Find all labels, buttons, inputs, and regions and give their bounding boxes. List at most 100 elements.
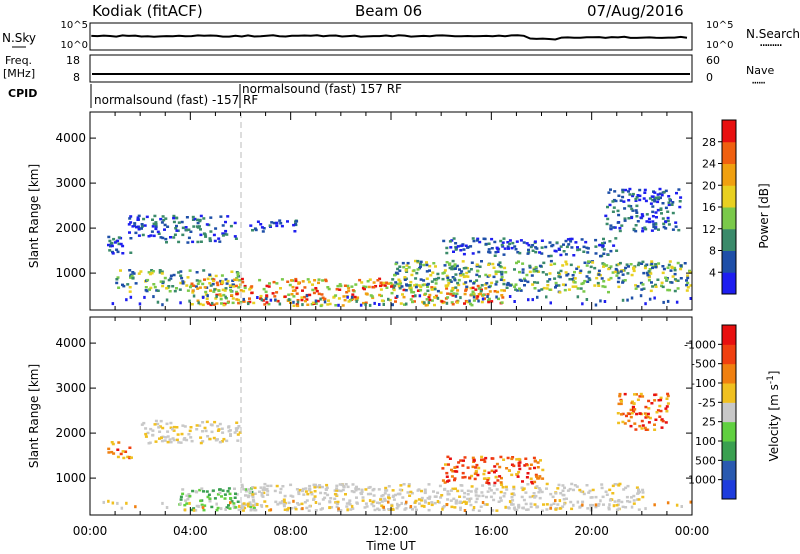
power-echo-cell bbox=[553, 277, 557, 280]
power-echo-cell bbox=[446, 292, 450, 295]
power-echo-cell bbox=[175, 216, 179, 220]
power-echo-cell bbox=[525, 273, 529, 277]
power-ground-scatter-cell bbox=[296, 300, 300, 304]
power-echo-cell bbox=[492, 266, 496, 269]
power-echo-cell bbox=[617, 194, 621, 197]
velocity-echo-cell bbox=[279, 487, 283, 491]
power-echo-cell bbox=[503, 289, 506, 292]
velocity-echo-cell bbox=[172, 438, 176, 442]
power-echo-cell bbox=[430, 299, 434, 302]
velocity-ground-scatter-cell bbox=[111, 501, 115, 505]
power-echo-cell bbox=[378, 293, 382, 297]
power-echo-cell bbox=[545, 273, 548, 276]
power-echo-cell bbox=[611, 200, 615, 203]
power-echo-cell bbox=[636, 285, 640, 288]
power-echo-cell bbox=[450, 267, 454, 271]
power-echo-cell bbox=[158, 271, 162, 274]
power-echo-cell bbox=[235, 278, 239, 282]
power-echo-cell bbox=[450, 265, 454, 268]
power-ytick-label: 4000 bbox=[55, 131, 86, 145]
power-echo-cell bbox=[407, 266, 411, 269]
power-echo-cell bbox=[675, 191, 678, 195]
power-echo-cell bbox=[523, 279, 527, 282]
velocity-echo-cell bbox=[192, 507, 196, 510]
velocity-echo-cell bbox=[232, 505, 236, 508]
power-echo-cell bbox=[451, 294, 455, 297]
power-echo-cell bbox=[501, 241, 505, 244]
velocity-echo-cell bbox=[482, 472, 486, 476]
velocity-echo-cell bbox=[475, 463, 479, 467]
power-echo-cell bbox=[650, 260, 654, 263]
velocity-echo-cell bbox=[375, 501, 379, 504]
power-echo-cell bbox=[514, 288, 518, 291]
power-echo-cell bbox=[321, 296, 325, 299]
power-echo-cell bbox=[310, 303, 314, 306]
power-echo-cell bbox=[196, 226, 200, 229]
velocity-echo-cell bbox=[549, 503, 553, 507]
power-echo-cell bbox=[450, 289, 454, 293]
velocity-echo-cell bbox=[158, 425, 162, 428]
power-echo-cell bbox=[223, 289, 227, 292]
velocity-echo-cell bbox=[251, 486, 255, 489]
power-echo-cell bbox=[628, 193, 632, 196]
velocity-echo-cell bbox=[216, 506, 220, 510]
power-echo-cell bbox=[487, 248, 491, 251]
power-echo-cell bbox=[425, 298, 429, 301]
velocity-echo-cell bbox=[344, 483, 348, 486]
velocity-echo-cell bbox=[464, 501, 468, 504]
power-echo-cell bbox=[579, 287, 583, 290]
velocity-echo-cell bbox=[205, 420, 209, 424]
power-echo-cell bbox=[660, 193, 664, 197]
power-echo-cell bbox=[145, 289, 149, 293]
power-ground-scatter-cell bbox=[585, 298, 589, 301]
power-echo-cell bbox=[586, 280, 590, 283]
power-ground-scatter-cell bbox=[436, 296, 440, 300]
power-ground-scatter-cell bbox=[260, 298, 264, 302]
velocity-echo-cell bbox=[191, 489, 195, 493]
velocity-echo-cell bbox=[511, 503, 515, 506]
power-echo-cell bbox=[151, 270, 155, 273]
velocity-echo-cell bbox=[199, 499, 203, 503]
velocity-echo-cell bbox=[112, 452, 116, 455]
velocity-echo-cell bbox=[464, 502, 468, 505]
power-echo-cell bbox=[641, 229, 645, 233]
power-echo-cell bbox=[664, 189, 668, 193]
velocity-echo-cell bbox=[650, 402, 654, 405]
velocity-ground-scatter-cell bbox=[179, 502, 182, 506]
velocity-echo-cell bbox=[617, 402, 621, 406]
power-echo-cell bbox=[686, 281, 690, 285]
power-echo-cell bbox=[280, 224, 284, 228]
velocity-echo-cell bbox=[188, 494, 192, 498]
velocity-echo-cell bbox=[283, 508, 287, 511]
power-echo-cell bbox=[671, 228, 675, 231]
velocity-echo-cell bbox=[474, 489, 478, 492]
velocity-echo-cell bbox=[220, 495, 223, 498]
power-echo-cell bbox=[441, 277, 445, 281]
power-echo-cell bbox=[652, 225, 656, 229]
power-echo-cell bbox=[612, 206, 616, 209]
power-echo-cell bbox=[650, 262, 654, 265]
power-echo-cell bbox=[513, 245, 517, 248]
velocity-echo-cell bbox=[491, 509, 495, 512]
power-echo-cell bbox=[603, 264, 607, 268]
power-echo-cell bbox=[400, 285, 404, 288]
velocity-echo-cell bbox=[158, 437, 161, 440]
velocity-echo-cell bbox=[531, 495, 535, 498]
power-echo-cell bbox=[372, 286, 376, 289]
velocity-echo-cell bbox=[427, 497, 431, 500]
power-echo-cell bbox=[119, 242, 123, 246]
power-echo-cell bbox=[215, 302, 219, 305]
velocity-echo-cell bbox=[451, 487, 455, 491]
power-echo-cell bbox=[394, 271, 398, 275]
power-ground-scatter-cell bbox=[125, 298, 128, 302]
velocity-echo-cell bbox=[296, 502, 299, 505]
power-echo-cell bbox=[437, 276, 441, 280]
power-echo-cell bbox=[668, 288, 672, 292]
power-echo-cell bbox=[612, 198, 616, 202]
velocity-echo-cell bbox=[457, 461, 461, 464]
velocity-echo-cell bbox=[647, 421, 651, 424]
power-echo-cell bbox=[477, 293, 481, 296]
velocity-echo-cell bbox=[459, 459, 463, 462]
power-echo-cell bbox=[503, 266, 507, 270]
power-echo-cell bbox=[656, 193, 660, 196]
